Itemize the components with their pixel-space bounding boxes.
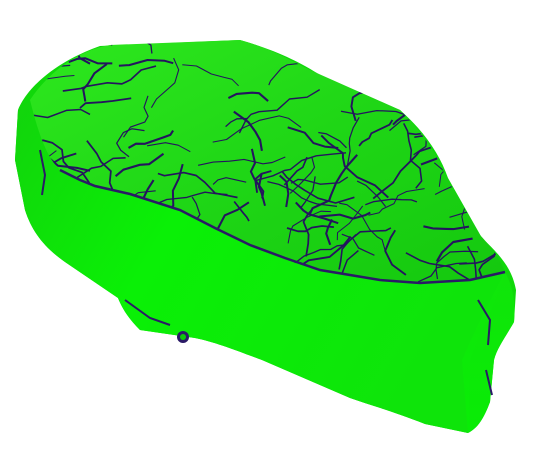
crack — [0, 33, 26, 52]
crack — [339, 202, 387, 253]
crack — [116, 128, 145, 158]
crack — [261, 12, 312, 39]
crack — [461, 73, 482, 100]
crack — [87, 40, 153, 54]
crack — [30, 40, 43, 51]
crack — [182, 64, 239, 87]
crack — [289, 156, 316, 194]
crack — [68, 57, 113, 65]
crack — [448, 24, 491, 37]
crack — [212, 115, 302, 143]
crack — [275, 42, 357, 59]
crack — [417, 262, 467, 283]
crack — [118, 59, 174, 67]
end-face — [462, 272, 515, 433]
crack — [356, 180, 387, 207]
crack — [127, 130, 174, 149]
crack — [157, 171, 238, 199]
crack — [233, 200, 250, 222]
crack — [79, 97, 132, 109]
crack — [402, 123, 423, 189]
crack — [365, 198, 418, 206]
crack — [410, 103, 489, 116]
side-face — [15, 100, 505, 433]
crack — [336, 205, 364, 241]
crack — [257, 173, 266, 207]
crack — [0, 245, 23, 255]
crack — [290, 176, 349, 185]
crack — [368, 188, 425, 216]
crack — [197, 156, 286, 166]
crack — [372, 144, 439, 200]
edge-crack — [39, 149, 493, 396]
crack — [418, 40, 430, 87]
crack — [281, 170, 355, 204]
crack — [256, 152, 347, 182]
crack — [249, 148, 265, 199]
crack — [287, 210, 332, 244]
crack — [480, 106, 505, 125]
crack — [325, 219, 333, 246]
crack — [319, 211, 371, 220]
crack — [254, 170, 272, 193]
crack — [423, 225, 470, 231]
crack — [471, 163, 497, 204]
crack — [318, 131, 347, 149]
crack — [86, 140, 115, 193]
crack — [338, 227, 392, 270]
crack — [469, 116, 477, 154]
crack — [436, 64, 481, 113]
crack — [147, 142, 191, 153]
crack — [30, 108, 91, 121]
crack — [225, 117, 248, 128]
crack — [31, 139, 91, 184]
crack — [62, 65, 157, 92]
crack — [286, 225, 334, 233]
crack — [123, 95, 149, 138]
crack — [114, 152, 165, 178]
crack — [299, 176, 316, 209]
crack — [366, 40, 442, 55]
crack — [343, 54, 377, 79]
crack — [472, 151, 503, 199]
crack — [279, 174, 290, 208]
crack — [38, 265, 59, 283]
crack — [395, 66, 487, 81]
crack — [287, 126, 339, 149]
crack — [308, 154, 358, 216]
crack — [411, 40, 425, 54]
crack — [212, 177, 247, 185]
crack — [489, 46, 505, 67]
crack — [227, 91, 269, 102]
crack — [378, 40, 393, 58]
crack — [267, 180, 338, 208]
crack — [341, 233, 375, 256]
crack — [292, 235, 352, 272]
crack — [320, 134, 389, 199]
top-face — [30, 40, 505, 283]
hole — [180, 334, 186, 340]
crack — [110, 40, 141, 46]
crack — [358, 119, 394, 147]
crack — [150, 57, 180, 108]
crack — [466, 245, 477, 283]
crack — [283, 156, 308, 186]
crack — [361, 74, 429, 84]
edge-crack — [59, 168, 506, 285]
crack — [346, 116, 360, 166]
crack — [380, 77, 416, 102]
crack — [435, 237, 473, 262]
